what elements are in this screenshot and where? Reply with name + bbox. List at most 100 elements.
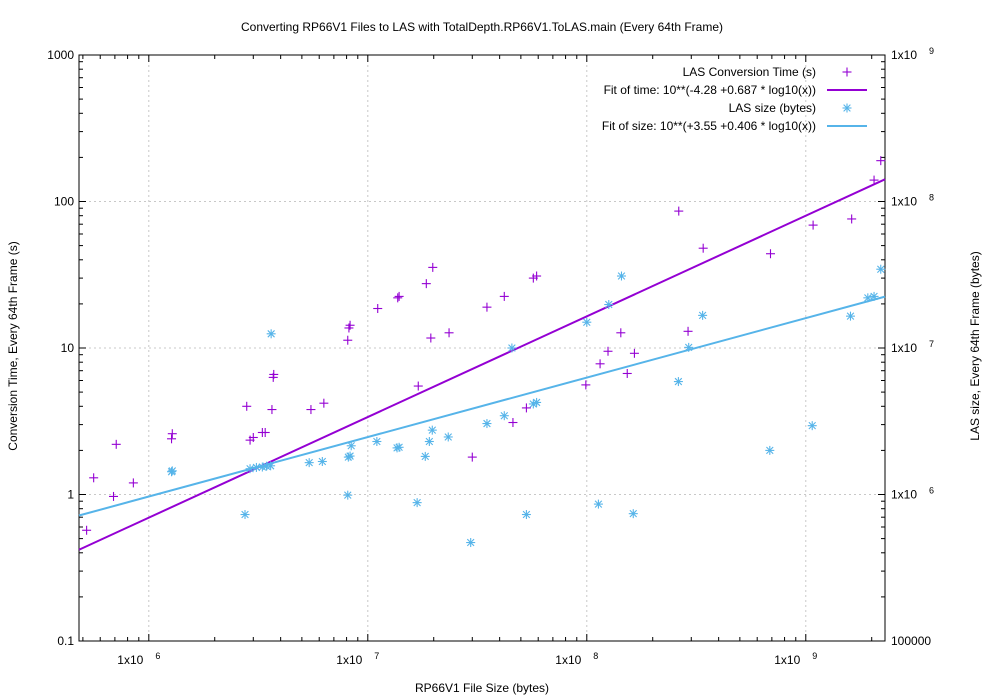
time-point — [869, 175, 879, 185]
size-point — [466, 538, 476, 548]
size-point — [807, 421, 817, 431]
y-tick-label: 10 — [61, 341, 75, 355]
time-point — [128, 478, 138, 488]
legend-marker-swatch-d2 — [843, 104, 851, 112]
size-point-d2 — [522, 510, 531, 519]
time-point — [622, 368, 632, 378]
time-point — [306, 405, 316, 415]
x-tick-label: 1x10 7 — [336, 651, 379, 667]
time-point — [765, 249, 775, 259]
size-point — [582, 317, 592, 327]
time-point — [373, 304, 383, 314]
size-point-d2 — [305, 458, 313, 467]
size-point — [240, 510, 250, 520]
fit-line-3 — [78, 295, 886, 517]
size-point-d2 — [605, 300, 613, 309]
y-axis-label: Conversion Time, Every 64th Frame (s) — [6, 241, 20, 450]
size-point-d2 — [267, 330, 275, 338]
size-point — [343, 490, 353, 500]
size-point — [499, 411, 509, 421]
series-layer — [78, 156, 886, 551]
time-point — [394, 291, 404, 301]
legend-marker-swatch — [842, 67, 852, 77]
time-point — [808, 220, 818, 230]
size-point — [167, 466, 177, 476]
size-point-d2 — [594, 500, 603, 508]
y2-tick-label: 1x10 9 — [891, 46, 934, 62]
size-point — [845, 311, 855, 321]
size-point-d2 — [583, 318, 591, 326]
size-point-d2 — [346, 452, 354, 460]
size-point-d2 — [508, 344, 516, 352]
time-point — [167, 429, 177, 439]
fit-line-1 — [78, 178, 886, 551]
time-point — [467, 452, 477, 462]
size-point-d2 — [425, 437, 434, 446]
size-point-d2 — [808, 421, 816, 430]
size-point-d2 — [343, 491, 352, 499]
size-point-d2 — [421, 452, 430, 461]
x-tick-label: 1x10 6 — [117, 651, 160, 667]
y-tick-label: 0.1 — [57, 634, 74, 648]
time-point — [345, 320, 355, 330]
time-point — [847, 214, 857, 224]
size-point — [616, 271, 626, 281]
size-point-d2 — [877, 265, 885, 273]
size-point-d2 — [466, 538, 475, 547]
size-point — [266, 329, 276, 339]
size-point-d2 — [629, 509, 638, 518]
tick-labels: 1x10 6 1x10 7 1x10 8 1x10 9 0.1 1 10 100 1000 100000 1… — [47, 46, 934, 667]
size-point-d2 — [698, 311, 707, 320]
size-point — [427, 425, 437, 435]
y2-tick-label: 1x10 6 — [891, 486, 934, 502]
time-point — [393, 293, 403, 303]
time-point — [698, 243, 708, 253]
size-point — [521, 510, 531, 520]
time-point — [248, 432, 258, 442]
size-point-d2 — [241, 510, 249, 519]
size-point-d2 — [395, 443, 403, 452]
size-point-d2 — [766, 446, 774, 455]
time-point — [532, 271, 542, 281]
time-point — [482, 302, 492, 312]
size-point-d2 — [532, 398, 541, 407]
time-point — [267, 405, 277, 415]
size-point-d2 — [168, 467, 177, 475]
y2-tick-label: 1x10 7 — [891, 339, 934, 355]
time-point — [603, 346, 613, 356]
size-point — [628, 509, 638, 519]
size-point — [345, 451, 355, 461]
time-point — [260, 427, 270, 437]
y-tick-label: 1 — [67, 488, 74, 502]
time-point — [109, 491, 119, 501]
size-point — [424, 437, 434, 447]
y2-axis-label: LAS size, Every 64th Frame (bytes) — [968, 251, 982, 440]
size-point — [482, 419, 492, 429]
time-point — [413, 381, 423, 391]
size-point-d2 — [864, 294, 872, 302]
chart-title: Converting RP66V1 Files to LAS with Tota… — [241, 20, 723, 34]
time-point — [499, 291, 509, 301]
time-point — [595, 359, 605, 369]
time-point — [508, 418, 518, 428]
time-point — [167, 434, 177, 444]
x-axis-label: RP66V1 File Size (bytes) — [415, 681, 549, 695]
time-point — [89, 473, 99, 483]
size-point — [698, 310, 708, 320]
size-point-d2 — [347, 442, 355, 450]
size-point — [443, 432, 453, 442]
time-point — [521, 403, 531, 413]
y2-tick-label: 100000 — [891, 634, 931, 648]
time-point — [82, 525, 92, 535]
size-point-d2 — [617, 272, 626, 280]
size-point-d2 — [413, 498, 421, 507]
time-point — [674, 206, 684, 216]
y-tick-label: 1000 — [47, 48, 74, 62]
size-point-d2 — [483, 419, 491, 428]
size-point — [765, 445, 775, 455]
size-point — [507, 343, 517, 353]
time-point — [616, 328, 626, 338]
size-point — [593, 499, 603, 509]
size-point — [532, 397, 542, 407]
